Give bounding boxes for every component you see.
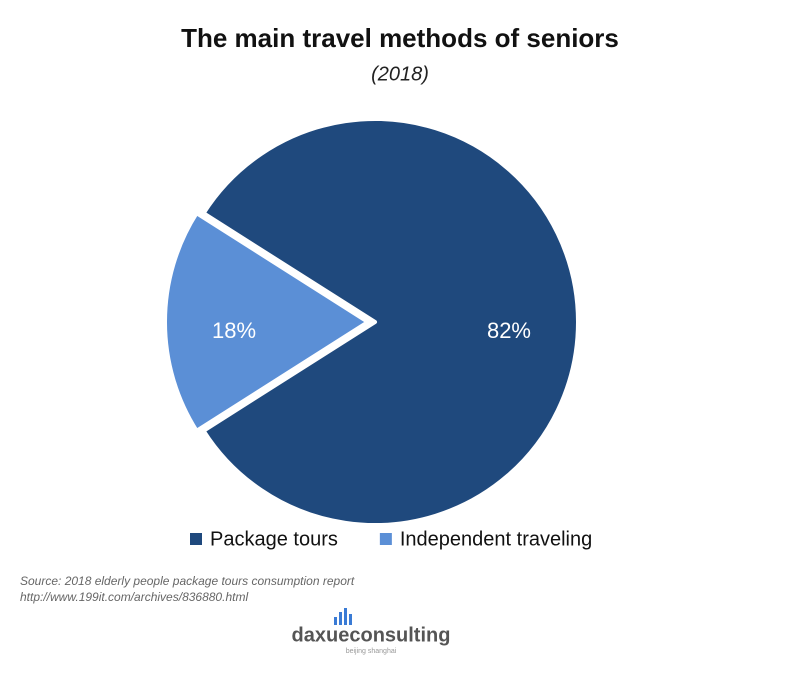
chart-subtitle: (2018) — [371, 63, 429, 85]
legend-swatch — [190, 533, 202, 545]
pie: 82% 18% — [163, 117, 580, 527]
legend-swatch — [379, 533, 392, 545]
logo-text: daxueconsulting — [292, 624, 451, 646]
logo-bar — [344, 608, 347, 625]
pie-slice — [163, 211, 370, 433]
data-label: 82% — [487, 318, 531, 343]
logo-tagline: beijing shanghai — [346, 648, 397, 655]
source: Source: 2018 elderly people package tour… — [20, 574, 355, 604]
logo-bar — [349, 614, 352, 625]
legend-label: Independent traveling — [400, 528, 592, 550]
logo-bar — [334, 617, 337, 625]
pie-slice — [201, 117, 580, 527]
legend: Package tours Independent traveling — [190, 528, 592, 550]
legend-label: Package tours — [210, 528, 338, 550]
logo: daxueconsulting beijing shanghai — [292, 608, 451, 655]
data-label: 18% — [212, 318, 256, 343]
chart-title: The main travel methods of seniors — [181, 23, 619, 53]
source-box: Source: 2018 elderly people package tour… — [20, 574, 355, 604]
logo-bar — [339, 612, 342, 625]
